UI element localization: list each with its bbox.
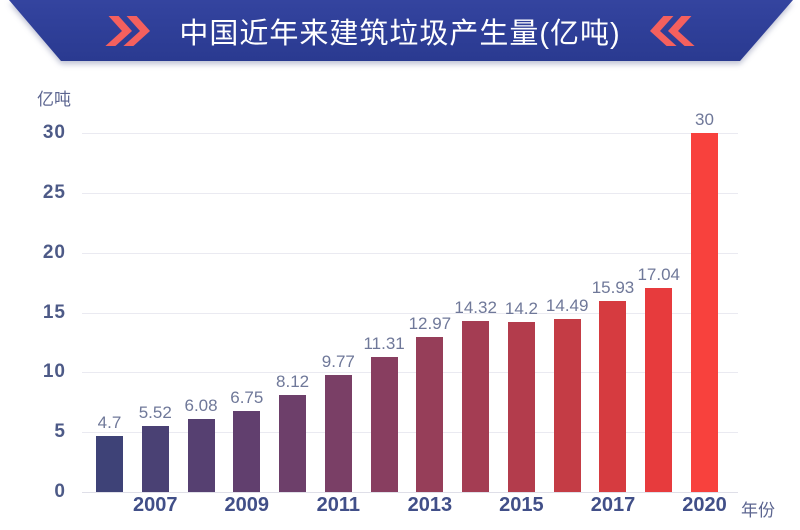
bar-value-label: 4.7 [97, 412, 122, 432]
x-axis-label: 年份 [741, 501, 775, 520]
gridline [82, 492, 738, 493]
bar-value-label: 14.49 [545, 295, 589, 315]
x-tick-label: 2007 [133, 494, 178, 516]
x-tick-label: 2020 [682, 494, 727, 516]
y-tick-label: 25 [42, 181, 66, 203]
bar-value-label: 14.2 [504, 299, 538, 319]
bar [553, 318, 581, 492]
x-tick-label: 2009 [224, 494, 270, 516]
bar [691, 133, 718, 492]
header-banner: 中国近年来建筑垃圾产生量(亿吨) [0, 0, 800, 66]
bar [96, 435, 123, 492]
y-tick-label: 20 [42, 241, 66, 263]
bar [187, 419, 215, 492]
bar [370, 356, 398, 492]
bar [507, 322, 535, 492]
y-tick-label: 10 [42, 361, 66, 383]
bar [599, 301, 627, 492]
header-banner-shape: 中国近年来建筑垃圾产生量(亿吨) [9, 0, 793, 61]
bar [324, 375, 352, 492]
gridline [82, 432, 738, 434]
bar-value-label: 17.04 [637, 265, 680, 285]
x-tick-label: 2013 [407, 494, 453, 516]
bar-value-label: 15.93 [591, 278, 635, 298]
y-axis-unit-label: 亿吨 [37, 90, 71, 109]
bar [416, 336, 444, 492]
gridline [82, 372, 738, 374]
bar-value-label: 14.32 [454, 297, 497, 317]
gridline [82, 252, 738, 254]
bar-value-label: 5.52 [138, 402, 172, 422]
bar-value-label: 8.12 [276, 371, 310, 391]
y-tick-label: 5 [54, 421, 66, 443]
bar [233, 411, 261, 492]
x-tick-label: 2017 [590, 494, 636, 516]
y-tick-label: 15 [42, 301, 66, 323]
gridline [82, 312, 738, 314]
bar [141, 425, 169, 492]
bar-value-label: 6.08 [184, 396, 218, 416]
bar-value-label: 11.31 [363, 333, 405, 353]
bar [645, 288, 673, 492]
x-tick-label: 2015 [499, 494, 544, 516]
bar-value-label: 9.77 [321, 352, 355, 372]
double-chevron-left-icon [649, 15, 695, 46]
y-tick-label: 0 [54, 481, 66, 502]
bar-value-label: 6.75 [230, 388, 264, 408]
x-tick-label: 2011 [316, 494, 361, 516]
bar [279, 394, 307, 492]
y-tick-label: 30 [42, 122, 66, 143]
bar-value-label: 12.97 [408, 313, 452, 333]
double-chevron-right-icon [105, 15, 151, 46]
gridline [82, 133, 738, 134]
bar-value-label: 30 [695, 110, 714, 129]
bar [462, 320, 490, 492]
gridline [82, 192, 738, 194]
chart-title: 中国近年来建筑垃圾产生量(亿吨) [179, 17, 621, 50]
